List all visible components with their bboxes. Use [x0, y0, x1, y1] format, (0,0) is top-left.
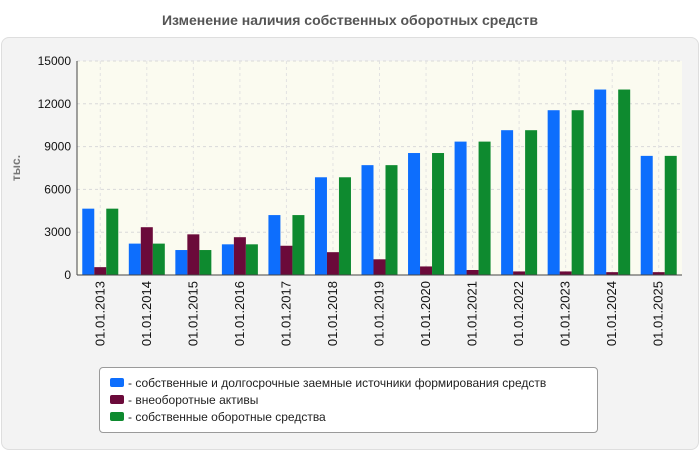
bar — [478, 141, 491, 275]
legend-item-sources: - собственные и долгосрочные заемные ист… — [110, 374, 597, 391]
legend-label-noncurrent-assets: - внеоборотные активы — [128, 392, 259, 407]
y-tick-label: 9000 — [44, 140, 71, 154]
bar — [408, 153, 421, 275]
y-tick-label: 0 — [64, 268, 71, 282]
bar — [454, 141, 467, 275]
bar — [618, 89, 631, 276]
x-tick-label: 01.01.2019 — [372, 281, 387, 346]
x-tick-label: 01.01.2025 — [651, 281, 666, 346]
bar — [187, 234, 200, 275]
legend-swatch-maroon — [110, 395, 124, 404]
bar — [361, 165, 374, 275]
legend-swatch-blue — [110, 378, 124, 387]
bar — [420, 266, 433, 275]
x-tick-label: 01.01.2020 — [418, 281, 433, 346]
bar — [233, 237, 246, 275]
bar — [280, 245, 293, 275]
bar — [547, 110, 560, 275]
y-axis-label: тыс. — [9, 155, 23, 181]
bar — [314, 177, 327, 275]
bar — [140, 227, 153, 275]
y-tick-labels: 0 3000 6000 9000 12000 15000 — [38, 54, 72, 282]
y-tick-label: 15000 — [38, 54, 72, 68]
bar — [640, 155, 653, 275]
bar — [199, 250, 212, 275]
bar — [245, 244, 258, 275]
x-tick-label: 01.01.2021 — [465, 281, 480, 346]
bar — [338, 177, 351, 275]
bar — [128, 243, 141, 275]
x-tick-label: 01.01.2015 — [185, 281, 200, 346]
bar — [82, 208, 95, 275]
bar — [652, 272, 665, 275]
x-tick-label: 01.01.2023 — [558, 281, 573, 346]
bar — [432, 153, 445, 275]
x-tick-label: 01.01.2024 — [604, 281, 619, 346]
legend-swatch-green — [110, 412, 124, 421]
bar — [513, 271, 526, 275]
bar — [268, 215, 281, 275]
chart-title: Изменение наличия собственных оборотных … — [161, 12, 539, 28]
legend-item-noncurrent-assets: - внеоборотные активы — [110, 391, 597, 408]
x-tick-labels: 01.01.2013 01.01.2014 01.01.2015 01.01.2016… — [92, 281, 665, 346]
bar — [106, 208, 119, 275]
bar — [175, 250, 188, 275]
x-tick-label: 01.01.2017 — [278, 281, 293, 346]
bar — [525, 130, 538, 275]
x-tick-label: 01.01.2018 — [325, 281, 340, 346]
bar — [466, 270, 479, 275]
legend: - собственные и долгосрочные заемные ист… — [99, 367, 598, 433]
bar — [571, 110, 584, 275]
y-tick-label: 12000 — [38, 97, 72, 111]
bars — [82, 89, 677, 276]
legend-item-working-capital: - собственные оборотные средства — [110, 408, 597, 425]
bar — [221, 244, 234, 275]
x-tick-label: 01.01.2014 — [139, 281, 154, 346]
y-tick-label: 6000 — [44, 182, 71, 196]
bar — [385, 165, 398, 275]
x-tick-label: 01.01.2016 — [232, 281, 247, 346]
legend-label-sources: - собственные и долгосрочные заемные ист… — [128, 375, 547, 390]
bar — [94, 267, 107, 275]
y-tick-label: 3000 — [44, 225, 71, 239]
bar — [326, 252, 339, 275]
bar — [373, 259, 386, 275]
bar — [664, 155, 677, 275]
legend-label-working-capital: - собственные оборотные средства — [128, 409, 326, 424]
x-tick-label: 01.01.2013 — [92, 281, 107, 346]
x-tick-label: 01.01.2022 — [511, 281, 526, 346]
bar — [292, 215, 305, 275]
bar — [594, 89, 607, 276]
bar — [152, 243, 165, 275]
bar — [501, 130, 514, 275]
bar — [606, 272, 619, 275]
bar — [559, 271, 572, 275]
